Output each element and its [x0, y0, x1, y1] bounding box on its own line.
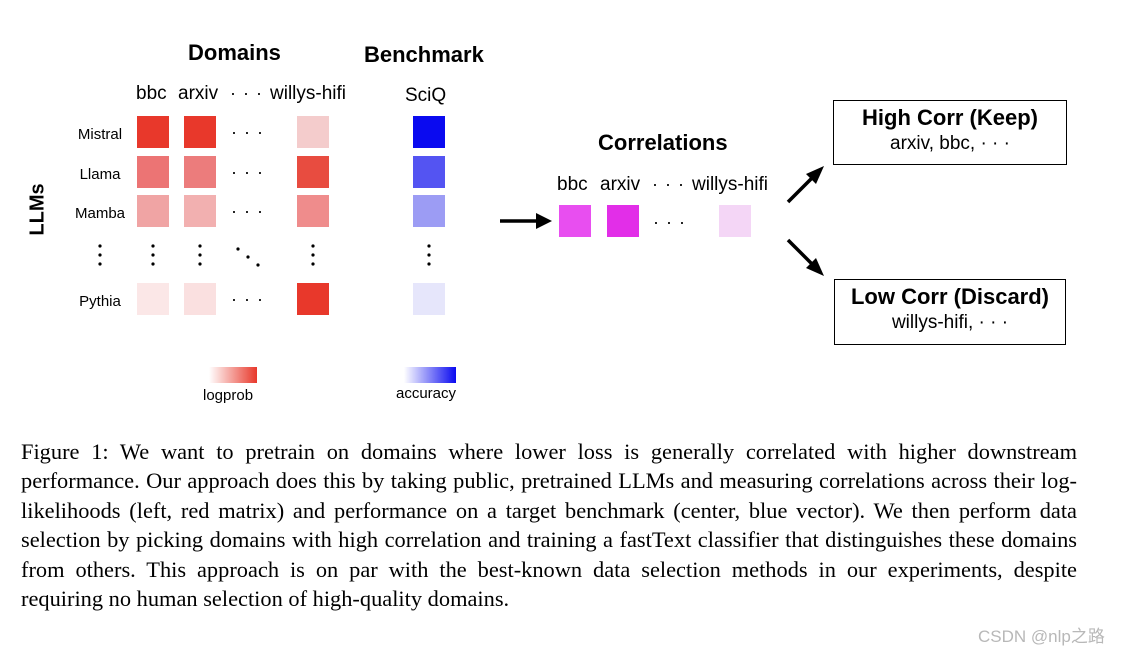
accuracy-cell	[413, 283, 445, 315]
high-corr-box: High Corr (Keep) arxiv, bbc, · · ·	[833, 100, 1067, 165]
down-right-arrow-icon	[786, 238, 824, 276]
vertical-ellipsis-row	[98, 244, 431, 267]
corr-col-willys-hifi: willys-hifi	[692, 174, 768, 195]
llms-label: LLMs	[26, 183, 49, 236]
row-label-mamba: Mamba	[74, 205, 126, 222]
logprob-legend-label: logprob	[203, 387, 254, 404]
correlation-cell	[559, 205, 591, 237]
domain-col-ellipsis: · · ·	[230, 83, 263, 103]
accuracy-legend-label: accuracy	[396, 385, 457, 402]
logprob-cell	[184, 283, 216, 315]
accuracy-cell	[413, 195, 445, 227]
row-label-pythia: Pythia	[79, 293, 121, 310]
logprob-cell	[137, 195, 169, 227]
logprob-colorbar	[209, 367, 257, 383]
accuracy-cell	[413, 116, 445, 148]
logprob-cell	[184, 116, 216, 148]
low-corr-title: Low Corr (Discard)	[850, 284, 1050, 309]
domain-col-arxiv: arxiv	[178, 83, 219, 104]
accuracy-cell	[413, 156, 445, 188]
high-corr-title: High Corr (Keep)	[862, 105, 1038, 130]
logprob-cell	[297, 195, 329, 227]
corr-col-bbc: bbc	[557, 174, 588, 195]
up-right-arrow-icon	[786, 166, 824, 204]
domain-col-willys-hifi: willys-hifi	[270, 83, 346, 104]
benchmark-heading: Benchmark	[364, 42, 484, 67]
figure-caption: Figure 1: We want to pretrain on domains…	[21, 439, 1077, 612]
watermark: CSDN @nlp之路	[978, 627, 1105, 646]
logprob-cell	[297, 156, 329, 188]
logprob-cell	[137, 156, 169, 188]
logprob-cell	[297, 116, 329, 148]
logprob-cell	[297, 283, 329, 315]
low-corr-items: willys-hifi, · · ·	[891, 312, 1009, 333]
high-corr-items: arxiv, bbc, · · ·	[890, 133, 1010, 154]
corr-col-arxiv: arxiv	[600, 174, 641, 195]
correlation-cell	[607, 205, 639, 237]
correlations-heading: Correlations	[598, 130, 728, 155]
row-ellipsis: · · ·	[231, 289, 264, 309]
row-ellipsis: · · ·	[231, 122, 264, 142]
accuracy-colorbar	[404, 367, 456, 383]
correlation-ellipsis: · · ·	[653, 212, 686, 232]
row-label-llama: Llama	[79, 166, 121, 183]
corr-col-ellipsis: · · ·	[652, 174, 685, 194]
domain-col-bbc: bbc	[136, 83, 167, 104]
low-corr-box: Low Corr (Discard) willys-hifi, · · ·	[834, 279, 1066, 345]
logprob-cell	[137, 283, 169, 315]
logprob-cell	[184, 195, 216, 227]
correlation-cell	[719, 205, 751, 237]
logprob-cell	[184, 156, 216, 188]
row-ellipsis: · · ·	[231, 162, 264, 182]
benchmark-col-sciq: SciQ	[405, 85, 447, 106]
logprob-cell	[137, 116, 169, 148]
row-ellipsis: · · ·	[231, 201, 264, 221]
row-label-mistral: Mistral	[77, 126, 123, 143]
domains-heading: Domains	[188, 40, 281, 65]
right-arrow-icon	[500, 213, 552, 229]
